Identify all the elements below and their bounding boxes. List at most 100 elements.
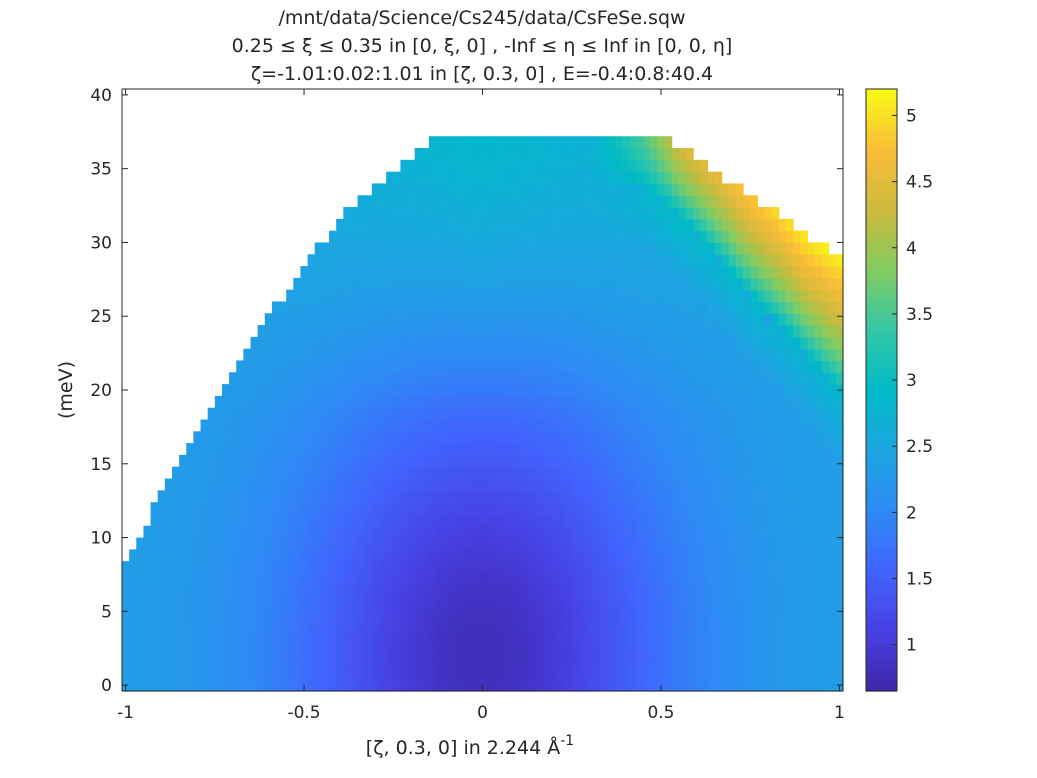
heatmap-cell xyxy=(757,584,766,598)
heatmap-cell xyxy=(507,242,516,255)
heatmap-cell xyxy=(714,502,723,515)
heatmap-cell xyxy=(614,679,623,692)
heatmap-cell xyxy=(443,466,451,480)
heatmap-cell xyxy=(743,620,751,633)
heatmap-cell xyxy=(279,572,287,586)
y-axis-label: (meV) xyxy=(55,361,77,419)
heatmap-cell xyxy=(343,667,352,680)
heatmap-cell xyxy=(264,655,273,668)
heatmap-cell xyxy=(264,502,273,515)
heatmap-cell xyxy=(471,454,480,468)
heatmap-cell xyxy=(243,407,252,421)
heatmap-cell xyxy=(628,336,637,350)
heatmap-cell xyxy=(357,572,366,586)
heatmap-cell xyxy=(650,525,658,539)
heatmap-cell xyxy=(528,336,537,350)
heatmap-cell xyxy=(685,325,694,338)
heatmap-cell xyxy=(614,313,623,326)
heatmap-cell xyxy=(528,254,537,267)
heatmap-cell xyxy=(207,407,216,421)
heatmap-cell xyxy=(571,679,580,692)
heatmap-cell xyxy=(614,384,623,397)
heatmap-cell xyxy=(807,537,816,550)
heatmap-cell xyxy=(186,478,194,491)
heatmap-cell xyxy=(650,266,658,279)
heatmap-cell xyxy=(171,572,180,586)
heatmap-cell xyxy=(650,195,658,208)
colorbar-segment xyxy=(866,454,897,459)
heatmap-cell xyxy=(314,419,323,432)
heatmap-cell xyxy=(778,325,787,338)
heatmap-cell xyxy=(514,207,523,220)
heatmap-cell xyxy=(621,620,630,633)
heatmap-cell xyxy=(514,431,523,444)
heatmap-cell xyxy=(578,596,587,609)
heatmap-cell xyxy=(436,584,444,598)
colorbar-segment xyxy=(866,618,897,624)
heatmap-cell xyxy=(214,431,223,444)
heatmap-cell xyxy=(785,667,794,680)
heatmap-cell xyxy=(650,561,658,574)
heatmap-cell xyxy=(371,254,380,267)
heatmap-cell xyxy=(536,454,544,468)
heatmap-cell xyxy=(735,218,744,232)
heatmap-cell xyxy=(243,478,252,491)
heatmap-cell xyxy=(378,620,387,633)
heatmap-cell xyxy=(364,643,373,657)
heatmap-cell xyxy=(728,620,737,633)
heatmap-cell xyxy=(493,277,501,291)
heatmap-cell xyxy=(571,218,580,232)
heatmap-cell xyxy=(685,655,694,668)
colorbar-segment xyxy=(866,554,897,560)
heatmap-cell xyxy=(671,454,680,468)
heatmap-cell xyxy=(800,360,808,373)
heatmap-cell xyxy=(578,608,587,621)
heatmap-cell xyxy=(593,466,601,480)
heatmap-cell xyxy=(600,266,609,279)
heatmap-cell xyxy=(764,325,773,338)
heatmap-cell xyxy=(471,136,480,149)
heatmap-cell xyxy=(735,419,744,432)
heatmap-cell xyxy=(828,301,837,314)
heatmap-cell xyxy=(136,655,145,668)
heatmap-cell xyxy=(507,537,516,550)
heatmap-cell xyxy=(600,655,609,668)
heatmap-cell xyxy=(350,313,359,326)
heatmap-cell xyxy=(757,407,766,421)
heatmap-cell xyxy=(464,490,473,503)
heatmap-cell xyxy=(564,171,573,185)
heatmap-cell xyxy=(321,513,330,527)
heatmap-cell xyxy=(521,443,530,456)
heatmap-cell xyxy=(500,325,509,338)
heatmap-cell xyxy=(171,596,180,609)
heatmap-cell xyxy=(486,490,494,503)
heatmap-cell xyxy=(671,620,680,633)
heatmap-cell xyxy=(236,631,244,645)
heatmap-cell xyxy=(750,561,758,574)
heatmap-cell xyxy=(728,419,737,432)
heatmap-cell xyxy=(800,572,808,586)
colorbar-segment xyxy=(866,538,897,544)
x-axis-label-main: [ζ, 0.3, 0] in 2.244 Å xyxy=(366,736,560,759)
colorbar-segment xyxy=(866,610,897,616)
heatmap-cell xyxy=(643,218,651,232)
heatmap-cell xyxy=(407,596,416,609)
heatmap-cell xyxy=(407,171,416,185)
heatmap-cell xyxy=(486,549,494,562)
heatmap-cell xyxy=(678,301,687,314)
heatmap-cell xyxy=(350,631,359,645)
heatmap-cell xyxy=(286,490,294,503)
heatmap-cell xyxy=(807,513,816,527)
heatmap-cell xyxy=(414,679,423,692)
heatmap-cell xyxy=(421,431,430,444)
heatmap-cell xyxy=(400,572,409,586)
heatmap-cell xyxy=(421,207,430,220)
heatmap-cell xyxy=(714,372,723,385)
heatmap-cell xyxy=(471,348,480,362)
heatmap-cell xyxy=(536,384,544,397)
heatmap-cell xyxy=(700,171,708,185)
heatmap-cell xyxy=(635,336,644,350)
heatmap-cell xyxy=(407,561,416,574)
heatmap-cell xyxy=(528,490,537,503)
heatmap-cell xyxy=(671,643,680,657)
